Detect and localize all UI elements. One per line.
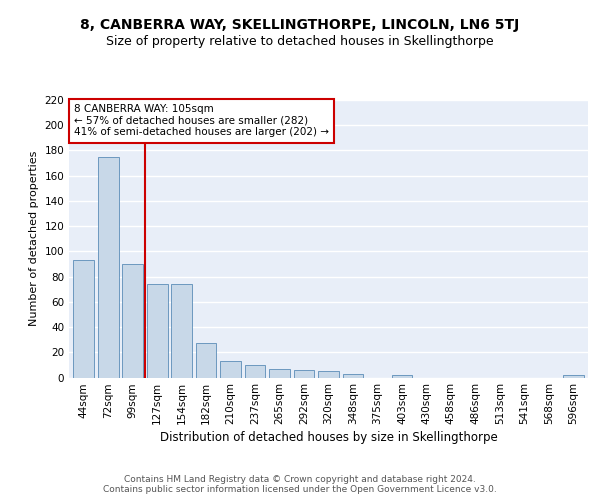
Bar [220,361,241,378]
X-axis label: Distribution of detached houses by size in Skellingthorpe: Distribution of detached houses by size … [160,432,497,444]
Bar [73,260,94,378]
Bar [98,157,119,378]
Bar [563,375,584,378]
Y-axis label: Number of detached properties: Number of detached properties [29,151,39,326]
Bar [392,375,412,378]
Bar [122,264,143,378]
Bar [343,374,364,378]
Bar [293,370,314,378]
Bar [245,365,265,378]
Text: 8, CANBERRA WAY, SKELLINGTHORPE, LINCOLN, LN6 5TJ: 8, CANBERRA WAY, SKELLINGTHORPE, LINCOLN… [80,18,520,32]
Text: 8 CANBERRA WAY: 105sqm
← 57% of detached houses are smaller (282)
41% of semi-de: 8 CANBERRA WAY: 105sqm ← 57% of detached… [74,104,329,138]
Bar [171,284,192,378]
Bar [147,284,167,378]
Bar [318,371,339,378]
Text: Contains HM Land Registry data © Crown copyright and database right 2024.
Contai: Contains HM Land Registry data © Crown c… [103,474,497,494]
Text: Size of property relative to detached houses in Skellingthorpe: Size of property relative to detached ho… [106,35,494,48]
Bar [196,344,217,378]
Bar [269,368,290,378]
